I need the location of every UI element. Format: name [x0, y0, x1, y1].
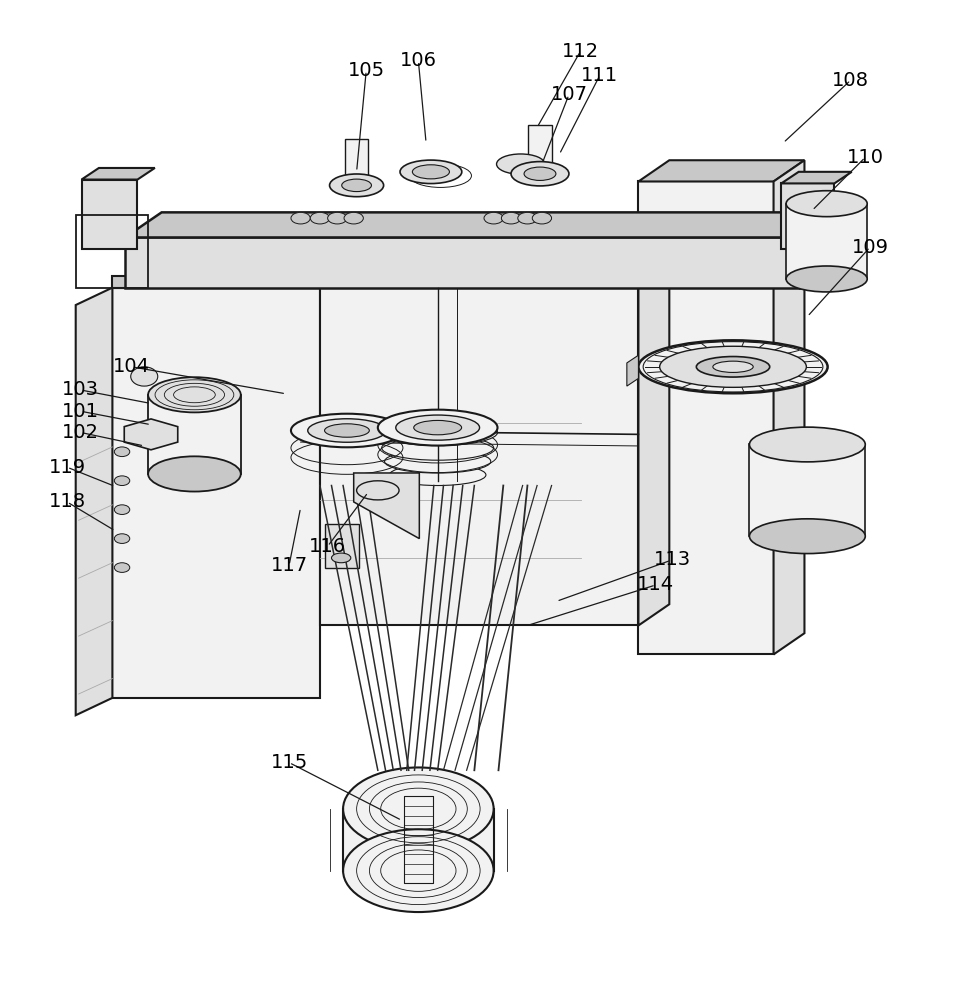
Text: 113: 113	[653, 550, 691, 569]
Ellipse shape	[532, 212, 552, 224]
Polygon shape	[639, 266, 669, 625]
Ellipse shape	[114, 534, 130, 543]
Ellipse shape	[148, 456, 241, 492]
Text: 114: 114	[637, 575, 675, 594]
Ellipse shape	[400, 160, 462, 184]
Text: 117: 117	[270, 556, 308, 575]
Ellipse shape	[484, 212, 503, 224]
Ellipse shape	[639, 340, 828, 393]
Ellipse shape	[324, 424, 370, 437]
Text: 116: 116	[309, 537, 347, 556]
Text: 111: 111	[581, 66, 619, 85]
Polygon shape	[81, 168, 155, 180]
Ellipse shape	[786, 191, 867, 217]
Ellipse shape	[384, 450, 491, 473]
Polygon shape	[112, 288, 319, 698]
Polygon shape	[343, 809, 494, 871]
Text: 107: 107	[551, 85, 588, 104]
Polygon shape	[76, 288, 112, 715]
Polygon shape	[125, 212, 837, 237]
Ellipse shape	[389, 464, 486, 486]
Text: 118: 118	[48, 492, 85, 511]
Ellipse shape	[331, 553, 350, 563]
Ellipse shape	[659, 346, 806, 387]
Polygon shape	[125, 237, 801, 288]
Polygon shape	[801, 212, 837, 288]
Ellipse shape	[511, 162, 569, 186]
Ellipse shape	[148, 377, 241, 412]
Polygon shape	[749, 444, 865, 536]
Ellipse shape	[308, 419, 386, 442]
Ellipse shape	[356, 481, 399, 500]
Ellipse shape	[114, 563, 130, 572]
Polygon shape	[639, 160, 804, 181]
Ellipse shape	[524, 167, 556, 180]
Text: 105: 105	[348, 61, 385, 80]
Polygon shape	[786, 204, 867, 279]
Ellipse shape	[378, 410, 498, 446]
Ellipse shape	[413, 420, 462, 435]
Ellipse shape	[378, 419, 498, 446]
Polygon shape	[81, 180, 137, 249]
Ellipse shape	[749, 427, 865, 462]
Ellipse shape	[344, 212, 363, 224]
Text: 110: 110	[847, 148, 884, 167]
Text: 108: 108	[832, 71, 869, 90]
Ellipse shape	[329, 174, 383, 197]
Text: 115: 115	[270, 753, 308, 772]
Polygon shape	[319, 266, 669, 288]
Polygon shape	[773, 160, 804, 654]
Polygon shape	[124, 419, 178, 450]
Text: 101: 101	[62, 402, 99, 421]
Ellipse shape	[696, 357, 770, 377]
Polygon shape	[781, 172, 852, 183]
Ellipse shape	[114, 476, 130, 486]
Ellipse shape	[114, 447, 130, 457]
Ellipse shape	[412, 165, 449, 179]
Ellipse shape	[501, 212, 521, 224]
Ellipse shape	[327, 212, 347, 224]
Polygon shape	[781, 183, 834, 249]
Polygon shape	[529, 125, 552, 181]
Polygon shape	[319, 288, 639, 625]
Polygon shape	[324, 524, 358, 568]
Ellipse shape	[786, 266, 867, 292]
Polygon shape	[353, 473, 419, 539]
Polygon shape	[148, 395, 241, 474]
Ellipse shape	[712, 361, 753, 372]
Ellipse shape	[114, 505, 130, 514]
Text: 102: 102	[62, 423, 99, 442]
Text: 103: 103	[62, 380, 99, 399]
Ellipse shape	[749, 519, 865, 554]
Ellipse shape	[343, 767, 494, 850]
Ellipse shape	[518, 212, 537, 224]
Ellipse shape	[291, 414, 403, 447]
Polygon shape	[639, 181, 773, 654]
Ellipse shape	[342, 179, 372, 192]
Ellipse shape	[343, 829, 494, 912]
Text: 119: 119	[48, 458, 85, 477]
Text: 109: 109	[852, 238, 889, 257]
Polygon shape	[345, 139, 368, 195]
Ellipse shape	[396, 415, 479, 440]
Ellipse shape	[131, 367, 158, 386]
Polygon shape	[112, 276, 319, 288]
Text: 112: 112	[562, 42, 599, 61]
Text: 106: 106	[400, 51, 437, 70]
Ellipse shape	[311, 212, 329, 224]
Ellipse shape	[291, 212, 311, 224]
Text: 104: 104	[113, 357, 150, 376]
Ellipse shape	[497, 154, 545, 174]
Polygon shape	[627, 355, 639, 386]
Ellipse shape	[381, 436, 494, 460]
